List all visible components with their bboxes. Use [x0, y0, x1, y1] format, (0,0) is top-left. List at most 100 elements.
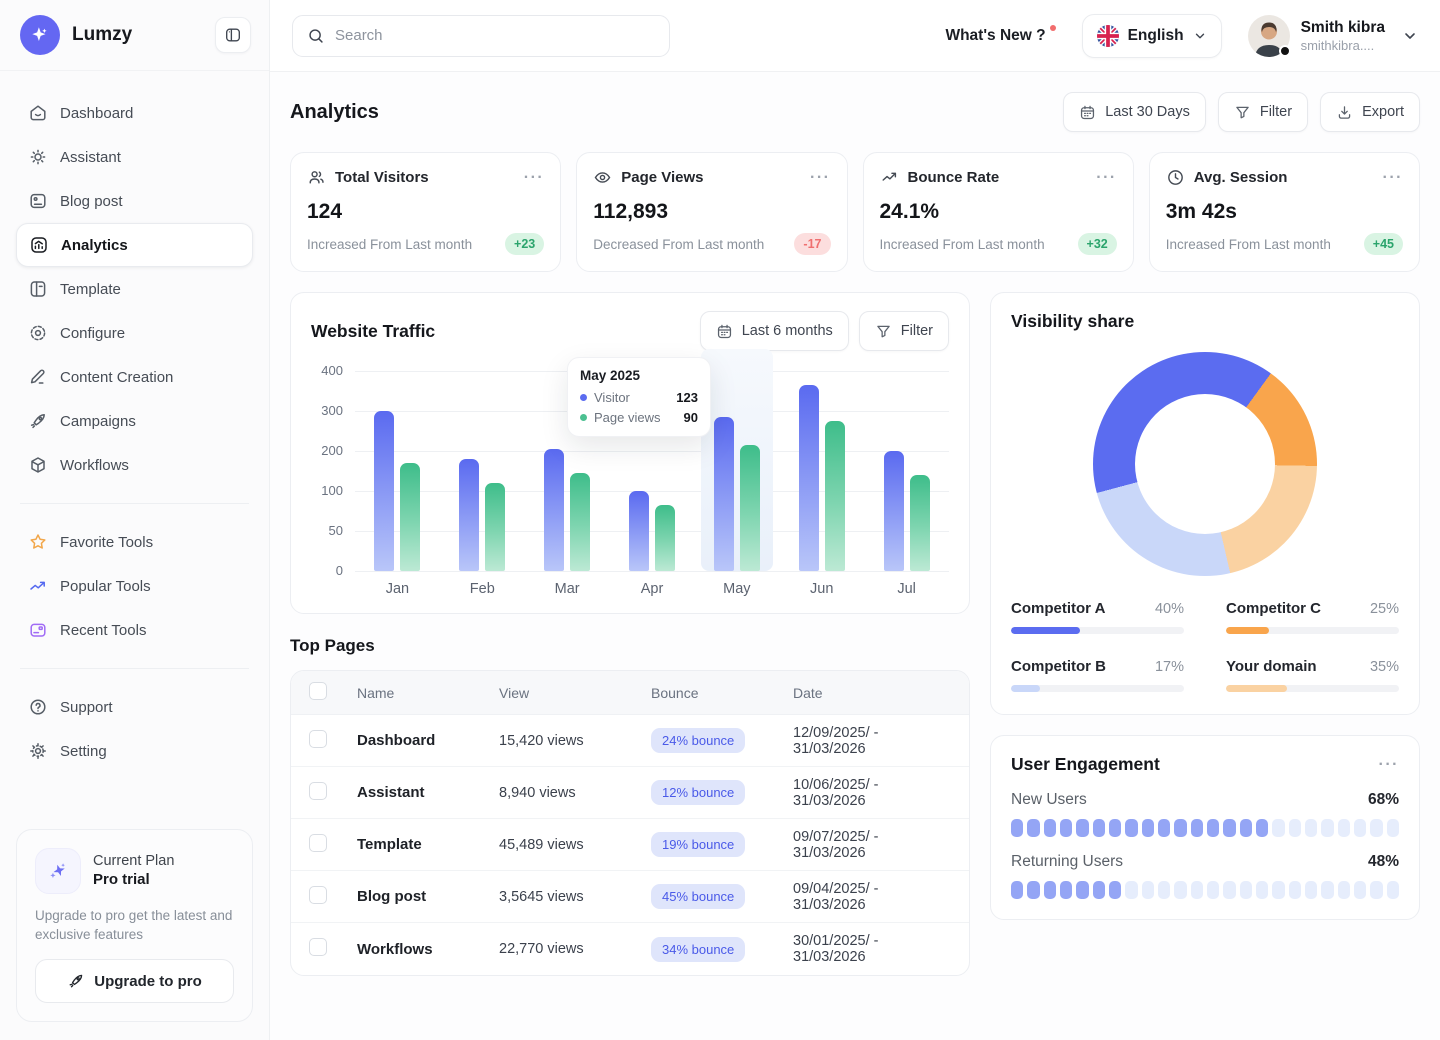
download-icon [1336, 104, 1353, 121]
export-button[interactable]: Export [1320, 92, 1420, 132]
bar-group-feb[interactable] [440, 371, 525, 571]
upgrade-to-pro-button[interactable]: Upgrade to pro [35, 959, 234, 1003]
user-menu[interactable]: Smith kibra smithkibra.... [1248, 15, 1418, 57]
visitor-bar[interactable] [629, 491, 649, 571]
row-checkbox[interactable] [309, 834, 327, 852]
page-date-range: 12/09/2025/ - 31/03/2026 [793, 725, 955, 757]
sidebar-item-assistant[interactable]: Assistant [16, 135, 253, 179]
y-tick-label: 50 [329, 523, 343, 538]
more-menu-button[interactable] [1096, 170, 1116, 186]
visibility-donut-chart[interactable] [1093, 352, 1317, 576]
legend-value: 35% [1370, 659, 1399, 675]
progress-segment [1076, 819, 1088, 837]
template-icon [28, 279, 48, 299]
sidebar-toggle-button[interactable] [215, 17, 251, 53]
visibility-title: Visibility share [1011, 311, 1399, 332]
sidebar-item-label: Favorite Tools [60, 534, 153, 551]
bar-group-jan[interactable] [355, 371, 440, 571]
sidebar-item-dashboard[interactable]: Dashboard [16, 91, 253, 135]
sidebar-item-recent-tools[interactable]: Recent Tools [16, 608, 253, 652]
divider [20, 668, 249, 669]
sidebar-item-label: Dashboard [60, 105, 133, 122]
page-views-bar[interactable] [655, 505, 675, 571]
visitor-bar[interactable] [374, 411, 394, 571]
visitor-bar[interactable] [714, 417, 734, 571]
traffic-filter-button[interactable]: Filter [859, 311, 949, 351]
language-selector[interactable]: English [1082, 14, 1222, 58]
visitor-bar[interactable] [799, 385, 819, 571]
engagement-title: User Engagement [1011, 754, 1160, 775]
x-tick-label: May [694, 571, 779, 599]
plan-description: Upgrade to pro get the latest and exclus… [35, 906, 234, 945]
sidebar: Lumzy Dashboard Assistant Blog post [0, 0, 270, 1040]
page-views-bar[interactable] [485, 483, 505, 571]
page-views-bar[interactable] [400, 463, 420, 571]
more-menu-button[interactable] [810, 170, 830, 186]
stat-title: Total Visitors [335, 169, 429, 186]
row-checkbox[interactable] [309, 938, 327, 956]
sidebar-item-template[interactable]: Template [16, 267, 253, 311]
column-header-bounce: Bounce [651, 685, 793, 701]
row-checkbox[interactable] [309, 782, 327, 800]
traffic-range-button[interactable]: Last 6 months [700, 311, 849, 351]
filter-button[interactable]: Filter [1218, 92, 1308, 132]
bar-group-jul[interactable] [864, 371, 949, 571]
visitor-bar[interactable] [544, 449, 564, 571]
more-menu-button[interactable] [524, 170, 544, 186]
progress-segment [1158, 881, 1170, 899]
sidebar-item-setting[interactable]: Setting [16, 729, 253, 773]
progress-segment [1272, 819, 1284, 837]
stat-card-avg-session: Avg. Session 3m 42s Increased From Last … [1149, 152, 1420, 272]
more-menu-button[interactable] [1383, 170, 1403, 186]
bar-group-jun[interactable] [779, 371, 864, 571]
engagement-progress-new-users [1011, 819, 1399, 837]
search-box [292, 15, 670, 57]
lumzy-logo-icon [20, 15, 60, 55]
x-tick-label: Mar [525, 571, 610, 599]
calendar-icon [1079, 104, 1096, 121]
top-pages-table: Name View Bounce Date Dashboard 15,420 v… [290, 670, 970, 976]
page-views-bar[interactable] [570, 473, 590, 571]
sidebar-item-blog-post[interactable]: Blog post [16, 179, 253, 223]
progress-segment [1387, 881, 1399, 899]
whats-new-link[interactable]: What's New ? [945, 27, 1055, 45]
legend-label: Competitor A [1011, 600, 1105, 617]
date-range-button[interactable]: Last 30 Days [1063, 92, 1206, 132]
user-handle: smithkibra.... [1301, 38, 1385, 53]
visitor-dot-icon [580, 394, 587, 401]
visitor-bar[interactable] [884, 451, 904, 571]
sidebar-item-campaigns[interactable]: Campaigns [16, 399, 253, 443]
export-label: Export [1362, 104, 1404, 120]
row-checkbox[interactable] [309, 730, 327, 748]
sidebar-item-favorite-tools[interactable]: Favorite Tools [16, 520, 253, 564]
sidebar-item-workflows[interactable]: Workflows [16, 443, 253, 487]
bounce-badge: 45% bounce [651, 884, 745, 909]
gear-icon [28, 741, 48, 761]
progress-segment [1027, 881, 1039, 899]
help-circle-icon [28, 697, 48, 717]
more-menu-button[interactable] [1379, 757, 1399, 773]
sidebar-item-popular-tools[interactable]: Popular Tools [16, 564, 253, 608]
page-views-bar[interactable] [740, 445, 760, 571]
status-dot [1279, 45, 1291, 57]
star-icon [28, 532, 48, 552]
page-views-bar[interactable] [910, 475, 930, 571]
page-views-bar[interactable] [825, 421, 845, 571]
progress-segment [1076, 881, 1088, 899]
sidebar-item-configure[interactable]: Configure [16, 311, 253, 355]
sidebar-item-analytics[interactable]: Analytics [16, 223, 253, 267]
sidebar-footer-nav: Support Setting [16, 685, 253, 773]
chart-tooltip: May 2025 Visitor 123 Page views 90 [567, 357, 711, 437]
search-input[interactable] [335, 27, 655, 44]
sidebar-item-content-creation[interactable]: Content Creation [16, 355, 253, 399]
stat-card-total-visitors: Total Visitors 124 Increased From Last m… [290, 152, 561, 272]
blog-post-icon [28, 191, 48, 211]
sidebar-item-support[interactable]: Support [16, 685, 253, 729]
y-tick-label: 100 [321, 483, 343, 498]
y-tick-label: 300 [321, 403, 343, 418]
visitor-bar[interactable] [459, 459, 479, 571]
table-row: Template 45,489 views 19% bounce 09/07/2… [291, 819, 969, 871]
row-checkbox[interactable] [309, 886, 327, 904]
stat-caption: Increased From Last month [880, 237, 1045, 252]
select-all-checkbox[interactable] [309, 682, 327, 700]
